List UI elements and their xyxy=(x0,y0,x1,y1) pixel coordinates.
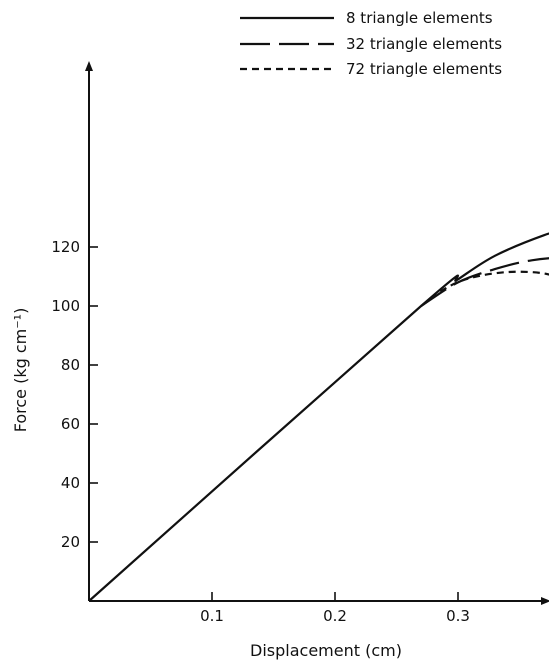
legend-label-8-elements: 8 triangle elements xyxy=(346,9,493,27)
y-tick-label-3: 80 xyxy=(61,356,80,374)
y-tick-label-2: 60 xyxy=(61,415,80,433)
x-tick-label-2: 0.3 xyxy=(446,607,470,625)
legend: 8 triangle elements 32 triangle elements… xyxy=(240,9,502,78)
series-line-1 xyxy=(420,257,549,307)
legend-label-32-elements: 32 triangle elements xyxy=(346,35,502,53)
y-tick-label-0: 20 xyxy=(61,533,80,551)
x-ticks: 0.10.20.30.40.5 xyxy=(200,592,470,625)
y-tick-label-5: 120 xyxy=(51,238,80,256)
series-line-2 xyxy=(420,270,549,307)
series-line-0 xyxy=(88,232,549,602)
y-tick-label-1: 40 xyxy=(61,474,80,492)
y-tick-label-4: 100 xyxy=(51,297,80,315)
y-ticks: 20 40 60 80 100 120 xyxy=(51,238,98,551)
x-tick-label-1: 0.2 xyxy=(323,607,347,625)
x-axis-title: Displacement (cm) xyxy=(250,641,402,660)
series-lines xyxy=(88,232,549,602)
x-tick-label-0: 0.1 xyxy=(200,607,224,625)
y-axis-title: Force (kg cm⁻¹) xyxy=(11,308,30,433)
legend-label-72-elements: 72 triangle elements xyxy=(346,60,502,78)
